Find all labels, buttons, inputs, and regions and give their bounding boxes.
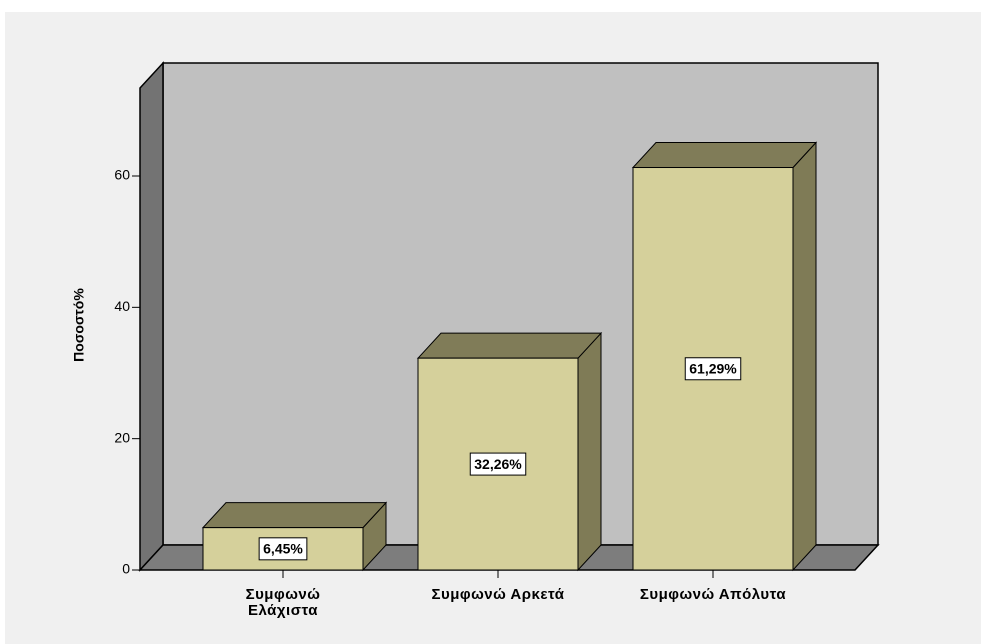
value-label-box: [258, 537, 308, 561]
value-label: 6,45%: [263, 541, 303, 557]
y-tick-label: 40: [114, 298, 130, 314]
bar-side: [792, 141, 817, 572]
bar-top: [631, 142, 818, 169]
value-label-box: [469, 452, 527, 476]
left-wall: [139, 61, 164, 572]
x-tick-label: Συμφωνώ Απόλυτα: [639, 586, 787, 603]
y-tick-label: 0: [122, 561, 130, 577]
value-label: 32,26%: [474, 456, 522, 472]
bar-top: [416, 332, 603, 359]
x-tick-label: Συμφωνώ Αρκετά: [431, 586, 565, 603]
bar-top: [201, 502, 388, 529]
bar-side: [577, 331, 602, 572]
y-axis-label: Ποσοστό%: [71, 288, 87, 362]
x-tick-label: Συμφωνώ Ελάχιστα: [245, 586, 321, 619]
value-label-box: [684, 357, 742, 381]
y-tick-label: 60: [114, 167, 130, 183]
value-label: 61,29%: [689, 360, 737, 376]
y-tick-label: 20: [114, 429, 130, 445]
